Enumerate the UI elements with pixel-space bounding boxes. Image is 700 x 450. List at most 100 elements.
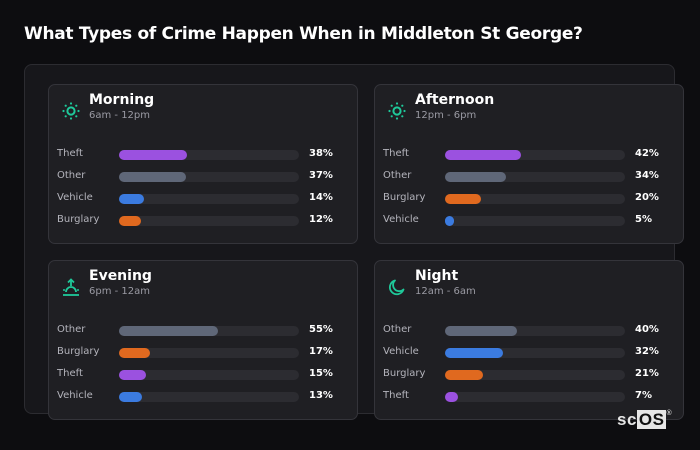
bar-label: Burglary [57, 214, 100, 225]
bar-value: 37% [309, 170, 333, 181]
bar-fill [119, 172, 186, 182]
bar-track [445, 194, 625, 204]
bar-fill [445, 216, 454, 226]
bar-row-theft: Theft 38% [57, 147, 357, 161]
bar-track [445, 370, 625, 380]
bar-value: 40% [635, 324, 659, 335]
bar-label: Vehicle [383, 214, 419, 225]
sun-icon [387, 101, 407, 121]
bar-label: Other [57, 324, 86, 335]
bar-row-burglary: Burglary 21% [383, 367, 683, 381]
bar-fill [445, 348, 503, 358]
bar-row-other: Other 40% [383, 323, 683, 337]
bar-track [119, 392, 299, 402]
sun-icon [61, 101, 81, 121]
bar-label: Burglary [383, 192, 426, 203]
panel-title: Afternoon [415, 92, 495, 108]
panel-time-range: 6pm - 12am [89, 286, 151, 297]
bar-value: 13% [309, 390, 333, 401]
moon-icon [387, 277, 407, 297]
bar-value: 12% [309, 214, 333, 225]
bar-row-theft: Theft 42% [383, 147, 683, 161]
bar-label: Burglary [57, 346, 100, 357]
bar-fill [119, 348, 150, 358]
bar-fill [119, 194, 144, 204]
logo-text-sc: sc [617, 410, 637, 429]
bar-value: 42% [635, 148, 659, 159]
scos-logo: sc OS ® [617, 410, 672, 430]
bar-track [119, 216, 299, 226]
bar-fill [119, 392, 142, 402]
bar-track [445, 172, 625, 182]
bar-track [119, 370, 299, 380]
bar-track [119, 194, 299, 204]
panel-time-range: 12pm - 6pm [415, 110, 477, 121]
bar-track [119, 326, 299, 336]
bar-fill [445, 150, 521, 160]
bar-value: 15% [309, 368, 333, 379]
bar-value: 14% [309, 192, 333, 203]
bar-label: Other [383, 324, 412, 335]
bar-value: 34% [635, 170, 659, 181]
bar-value: 55% [309, 324, 333, 335]
bar-label: Vehicle [383, 346, 419, 357]
bar-fill [445, 326, 517, 336]
bar-row-burglary: Burglary 12% [57, 213, 357, 227]
bar-row-burglary: Burglary 20% [383, 191, 683, 205]
sunset-icon [61, 277, 81, 297]
bar-fill [119, 216, 141, 226]
bar-fill [445, 194, 481, 204]
bar-track [119, 172, 299, 182]
bar-label: Burglary [383, 368, 426, 379]
bar-fill [119, 370, 146, 380]
bar-track [445, 348, 625, 358]
bar-fill [445, 172, 506, 182]
bar-row-other: Other 55% [57, 323, 357, 337]
panel-title: Evening [89, 268, 152, 284]
bar-label: Other [57, 170, 86, 181]
bar-row-burglary: Burglary 17% [57, 345, 357, 359]
bar-value: 7% [635, 390, 652, 401]
bar-label: Theft [383, 390, 409, 401]
bar-value: 21% [635, 368, 659, 379]
panel-evening: Evening 6pm - 12am Other 55% Burglary 17% Thef… [48, 260, 358, 420]
page-title: What Types of Crime Happen When in Middl… [24, 24, 583, 44]
bar-track [445, 392, 625, 402]
bar-track [119, 150, 299, 160]
bar-label: Vehicle [57, 192, 93, 203]
bar-track [445, 216, 625, 226]
panel-time-range: 6am - 12pm [89, 110, 151, 121]
bar-label: Other [383, 170, 412, 181]
bar-fill [119, 150, 187, 160]
bar-label: Theft [383, 148, 409, 159]
bar-value: 20% [635, 192, 659, 203]
bar-value: 5% [635, 214, 652, 225]
panel-morning: Morning 6am - 12pm Theft 38% Other 37% Vehicle… [48, 84, 358, 244]
bar-track [445, 326, 625, 336]
panel-title: Night [415, 268, 459, 284]
bar-fill [445, 370, 483, 380]
bar-value: 32% [635, 346, 659, 357]
bar-row-vehicle: Vehicle 5% [383, 213, 683, 227]
panel-afternoon: Afternoon 12pm - 6pm Theft 42% Other 34% Burgl… [374, 84, 684, 244]
panel-night: Night 12am - 6am Other 40% Vehicle 32% Burglar… [374, 260, 684, 420]
bar-label: Vehicle [57, 390, 93, 401]
bar-row-vehicle: Vehicle 32% [383, 345, 683, 359]
bar-fill [445, 392, 458, 402]
panel-title: Morning [89, 92, 155, 108]
bar-row-theft: Theft 15% [57, 367, 357, 381]
bar-fill [119, 326, 218, 336]
registered-mark: ® [666, 410, 673, 417]
bar-track [445, 150, 625, 160]
bar-value: 17% [309, 346, 333, 357]
panel-time-range: 12am - 6am [415, 286, 476, 297]
bar-label: Theft [57, 148, 83, 159]
logo-text-os: OS [636, 410, 667, 429]
bar-row-vehicle: Vehicle 13% [57, 389, 357, 403]
bar-label: Theft [57, 368, 83, 379]
bar-row-other: Other 37% [57, 169, 357, 183]
bar-track [119, 348, 299, 358]
bar-row-other: Other 34% [383, 169, 683, 183]
bar-row-theft: Theft 7% [383, 389, 683, 403]
bar-row-vehicle: Vehicle 14% [57, 191, 357, 205]
